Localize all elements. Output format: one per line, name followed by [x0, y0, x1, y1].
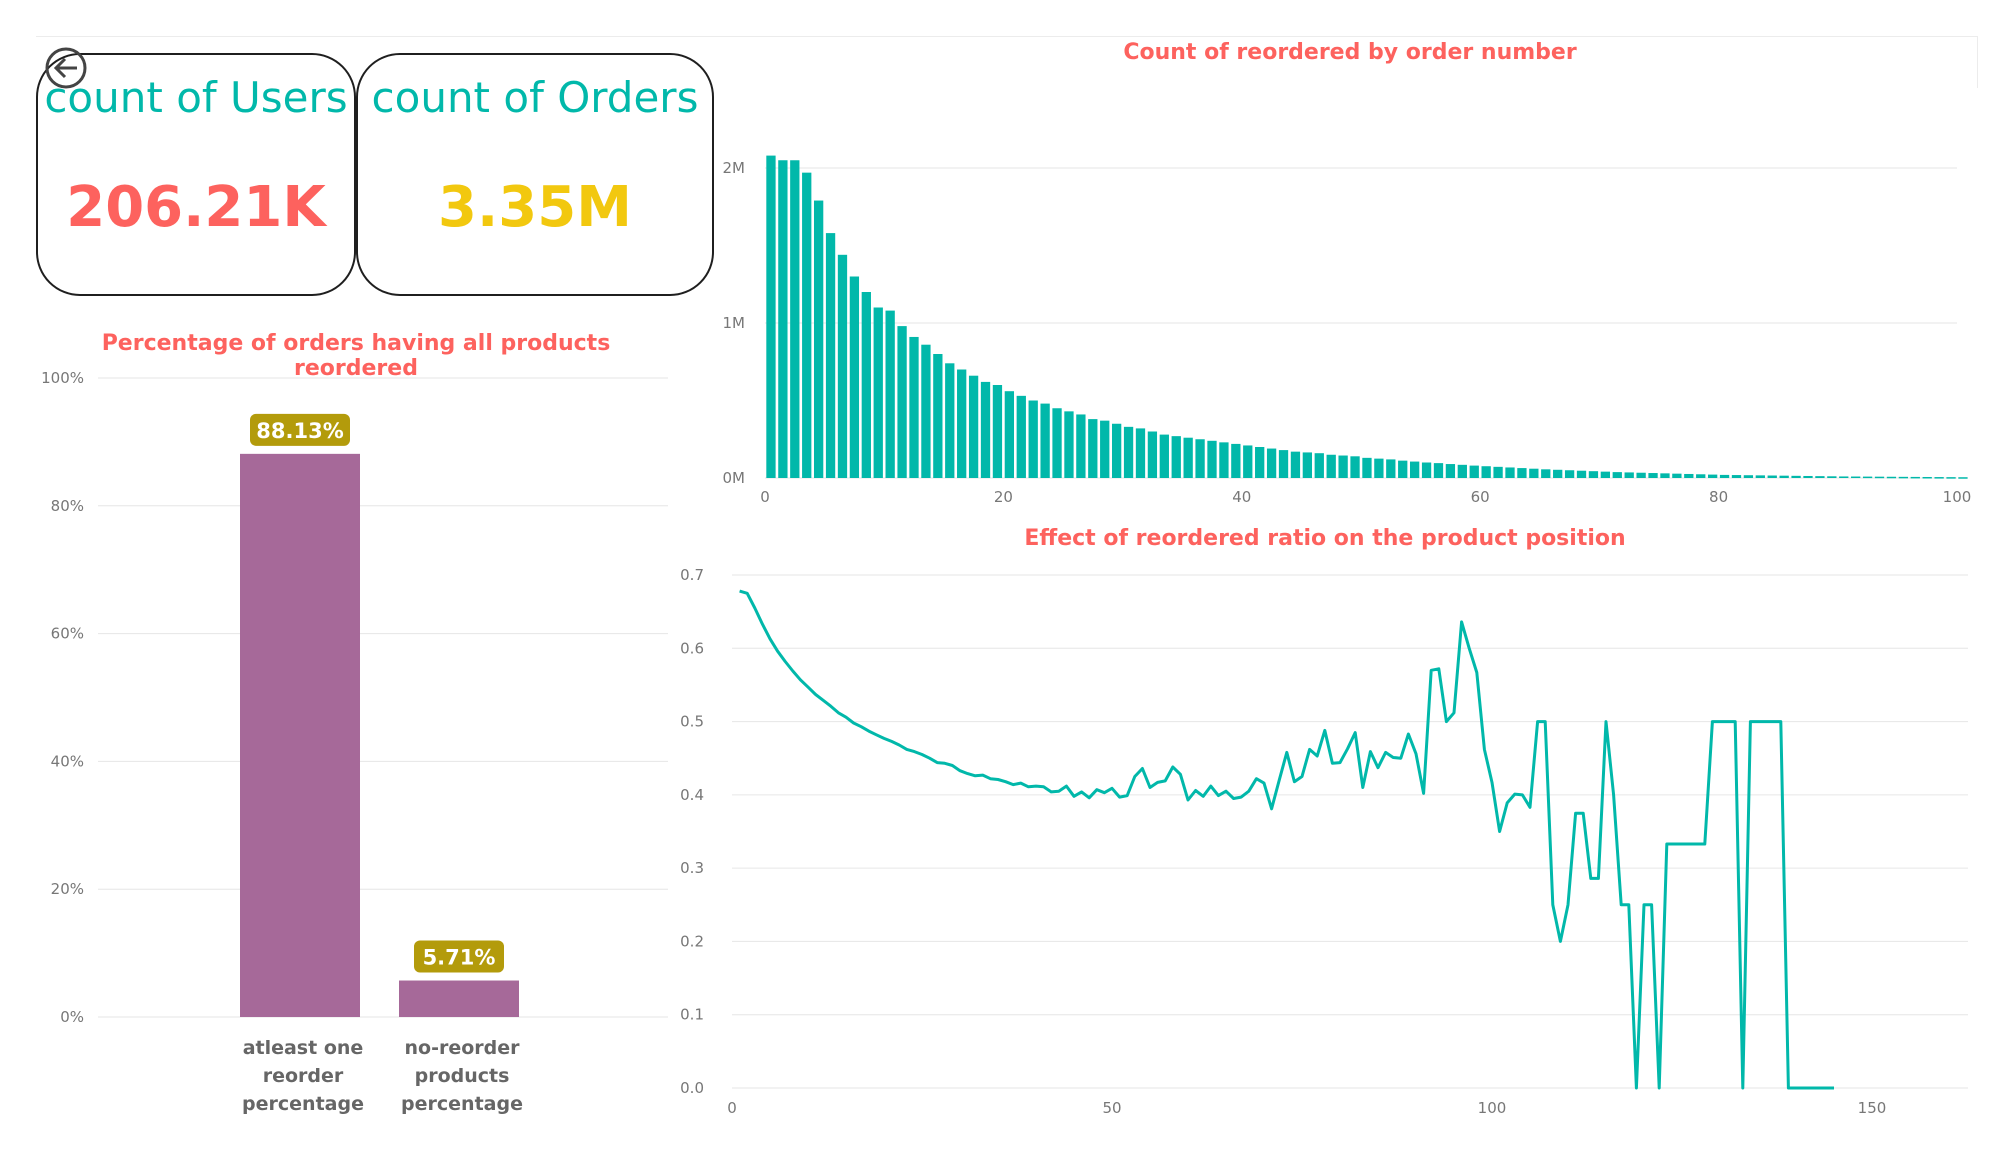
visual-frame [36, 36, 1978, 88]
category-label: no-reorder [404, 1037, 520, 1059]
y-tick-label: 20% [51, 880, 84, 898]
data-label: 5.71% [423, 946, 496, 970]
category-label: reorder [263, 1065, 344, 1087]
bar [399, 980, 519, 1017]
data-label-badge [414, 940, 504, 973]
kpi-card-orders: count of Orders 3.35M [356, 53, 714, 296]
data-label: 88.13% [256, 419, 343, 443]
back-arrow-icon [45, 47, 87, 89]
y-tick-label: 100% [41, 369, 84, 387]
category-label: percentage [242, 1093, 364, 1115]
chart-title-reordered-ratio-position: Effect of reordered ratio on the product… [1024, 526, 1626, 551]
y-tick-label: 0% [60, 1008, 84, 1026]
bar [240, 453, 360, 1017]
kpi-card-users: count of Users 206.21K [36, 53, 356, 296]
data-label-badge [250, 413, 350, 446]
y-tick-label: 80% [51, 497, 84, 515]
back-button[interactable] [44, 46, 88, 90]
kpi-value-users: 206.21K [66, 175, 326, 240]
category-label: products [415, 1065, 510, 1087]
y-tick-label: 40% [51, 752, 84, 770]
kpi-label-orders: count of Orders [371, 73, 699, 122]
chart-title-reorder-percentage: Percentage of orders having all products… [101, 331, 611, 381]
category-label: atleast one [243, 1037, 364, 1059]
chart-title-reordered-by-order-number: Count of reordered by order number [1123, 40, 1577, 65]
kpi-value-orders: 3.35M [438, 175, 632, 240]
category-label: percentage [401, 1093, 523, 1115]
kpi-label-users: count of Users [44, 73, 348, 122]
y-tick-label: 60% [51, 625, 84, 643]
